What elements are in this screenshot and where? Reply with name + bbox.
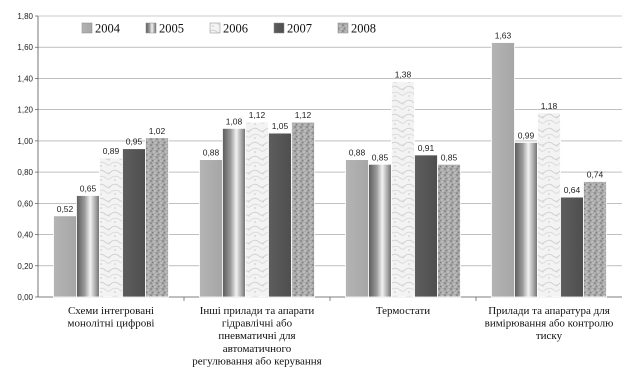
y-tick-label: 0,60 bbox=[17, 199, 33, 208]
data-label: 1,12 bbox=[295, 110, 312, 120]
bar-2007 bbox=[268, 132, 292, 298]
legend-swatch bbox=[81, 22, 93, 34]
bar-2004 bbox=[491, 42, 515, 298]
legend-swatch bbox=[337, 22, 349, 34]
data-label: 1,05 bbox=[272, 121, 289, 131]
category-label: Схеми інтегровані bbox=[68, 305, 154, 317]
bar-2008 bbox=[583, 181, 607, 298]
bar-2005 bbox=[76, 195, 100, 298]
data-label: 0,91 bbox=[418, 143, 435, 153]
bar-2005 bbox=[222, 127, 246, 298]
data-label: 0,85 bbox=[441, 152, 458, 162]
data-label: 0,85 bbox=[372, 152, 389, 162]
category-label: Інші прилади та апарати bbox=[200, 305, 315, 317]
y-tick-label: 0,00 bbox=[17, 293, 33, 302]
bar-2004 bbox=[199, 159, 223, 298]
y-tick-label: 1,00 bbox=[17, 137, 33, 146]
data-label: 0,88 bbox=[203, 148, 220, 158]
bar-2008 bbox=[437, 163, 461, 298]
bar-2004 bbox=[53, 215, 77, 298]
data-label: 0,88 bbox=[349, 148, 366, 158]
bar-2007 bbox=[122, 148, 146, 298]
bar-2006 bbox=[99, 157, 123, 298]
category-label: пневматичні для bbox=[218, 330, 295, 342]
bar-2008 bbox=[145, 137, 169, 298]
y-tick-label: 0,40 bbox=[17, 231, 33, 240]
bar-2007 bbox=[414, 154, 438, 298]
y-tick-label: 1,80 bbox=[17, 12, 33, 21]
data-label: 0,99 bbox=[518, 130, 535, 140]
bar-2005 bbox=[368, 163, 392, 298]
data-label: 0,74 bbox=[587, 169, 604, 179]
data-labels: 0,52 0,65 0,89 0,95 1,02 0,88 1,08 1,12 1,05 1,12… bbox=[57, 31, 604, 214]
y-tick-label: 1,40 bbox=[17, 74, 33, 83]
data-label: 1,02 bbox=[149, 126, 166, 136]
legend-label: 2004 bbox=[95, 22, 121, 36]
data-label: 0,95 bbox=[126, 137, 143, 147]
bar-2004 bbox=[345, 159, 369, 298]
legend-label: 2008 bbox=[351, 22, 376, 36]
data-label: 1,63 bbox=[495, 31, 512, 41]
legend-swatch bbox=[209, 22, 221, 34]
data-label: 0,65 bbox=[80, 184, 97, 194]
y-tick-label: 1,20 bbox=[17, 106, 33, 115]
legend: 2004 2005 2006 2007 2008 bbox=[81, 22, 376, 36]
legend-swatch bbox=[273, 22, 285, 34]
bar-2007 bbox=[560, 196, 584, 298]
category-label: Термостати bbox=[376, 305, 430, 317]
bar-2006 bbox=[245, 121, 269, 298]
legend-swatch bbox=[145, 22, 157, 34]
category-label: монолітні цифрові bbox=[68, 318, 155, 330]
category-label: Прилади та апаратура для bbox=[488, 305, 610, 317]
y-tick-label: 0,20 bbox=[17, 262, 33, 271]
legend-label: 2005 bbox=[159, 22, 184, 36]
bar-2005 bbox=[514, 142, 538, 298]
data-label: 1,38 bbox=[395, 70, 412, 80]
y-tick-label: 1,60 bbox=[17, 43, 33, 52]
category-label: тиску bbox=[536, 330, 563, 342]
y-tick-label: 0,80 bbox=[17, 168, 33, 177]
bar-2006 bbox=[391, 81, 415, 298]
legend-label: 2006 bbox=[223, 22, 248, 36]
category-label: вимірювання або контролю bbox=[485, 318, 614, 330]
data-label: 1,08 bbox=[226, 116, 243, 126]
category-label: автоматичного bbox=[223, 343, 292, 355]
legend-label: 2007 bbox=[287, 22, 312, 36]
data-label: 1,18 bbox=[541, 101, 558, 111]
data-label: 0,89 bbox=[103, 146, 120, 156]
data-label: 0,64 bbox=[564, 185, 581, 195]
bars bbox=[53, 42, 607, 298]
category-label: регулювання або керування bbox=[192, 355, 321, 367]
data-label: 1,12 bbox=[249, 110, 266, 120]
category-label: гідравлічні або bbox=[222, 318, 293, 330]
data-label: 0,52 bbox=[57, 204, 74, 214]
bar-2006 bbox=[537, 112, 561, 298]
bar-2008 bbox=[291, 121, 315, 298]
